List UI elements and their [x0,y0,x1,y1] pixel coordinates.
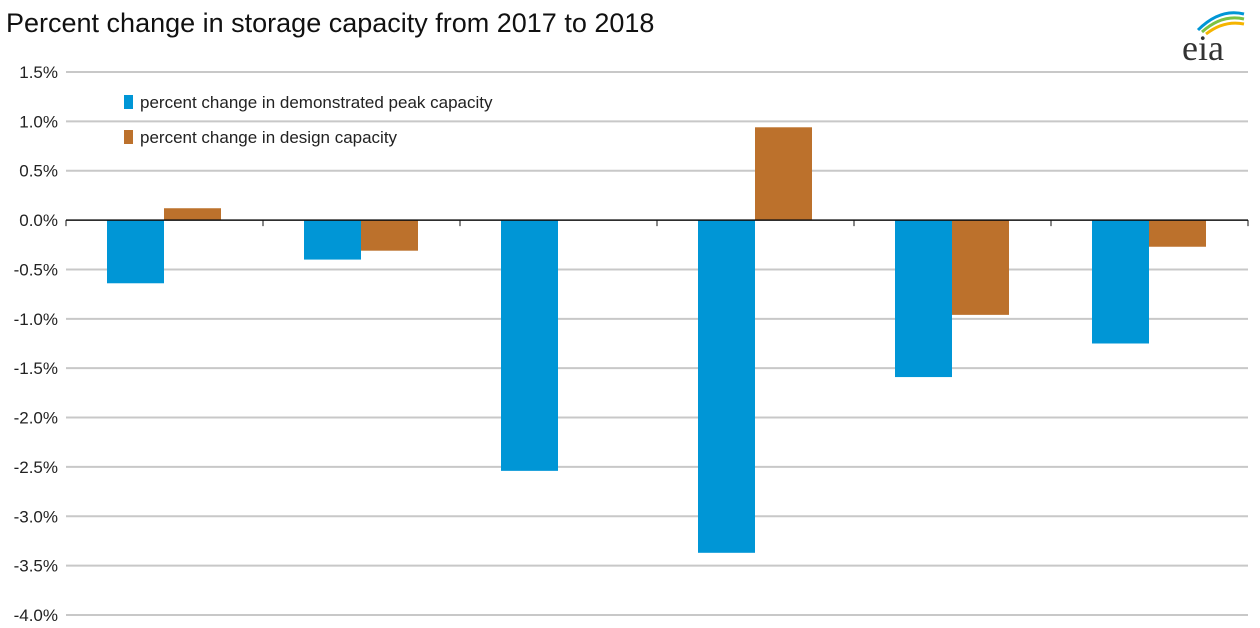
chart-title: Percent change in storage capacity from … [6,8,655,38]
y-tick-label: -3.0% [14,507,58,526]
bar-design [1149,220,1206,247]
y-tick-label: -1.0% [14,310,58,329]
legend-label: percent change in demonstrated peak capa… [140,93,493,112]
y-tick-label: 0.5% [19,162,58,181]
y-tick-label: -0.5% [14,260,58,279]
bar-peak [698,220,755,553]
y-tick-label: 1.5% [19,63,58,82]
y-tick-label: -1.5% [14,359,58,378]
bar-peak [107,220,164,284]
legend-swatch [124,95,133,109]
bar-design [952,220,1009,315]
svg-text:eia: eia [1182,28,1224,64]
y-tick-label: 0.0% [19,211,58,230]
legend-label: percent change in design capacity [140,128,398,147]
bar-design [164,208,221,221]
y-tick-label: -3.5% [14,557,58,576]
legend-swatch [124,130,133,144]
y-tick-label: -2.5% [14,458,58,477]
bar-peak [501,220,558,471]
y-tick-label: -4.0% [14,606,58,625]
bar-peak [895,220,952,378]
bar-peak [1092,220,1149,344]
y-tick-label: 1.0% [19,112,58,131]
bar-peak [304,220,361,260]
eia-logo: eia [1182,11,1245,64]
y-tick-label: -2.0% [14,409,58,428]
bar-design [361,220,418,251]
bar-design [755,127,812,221]
